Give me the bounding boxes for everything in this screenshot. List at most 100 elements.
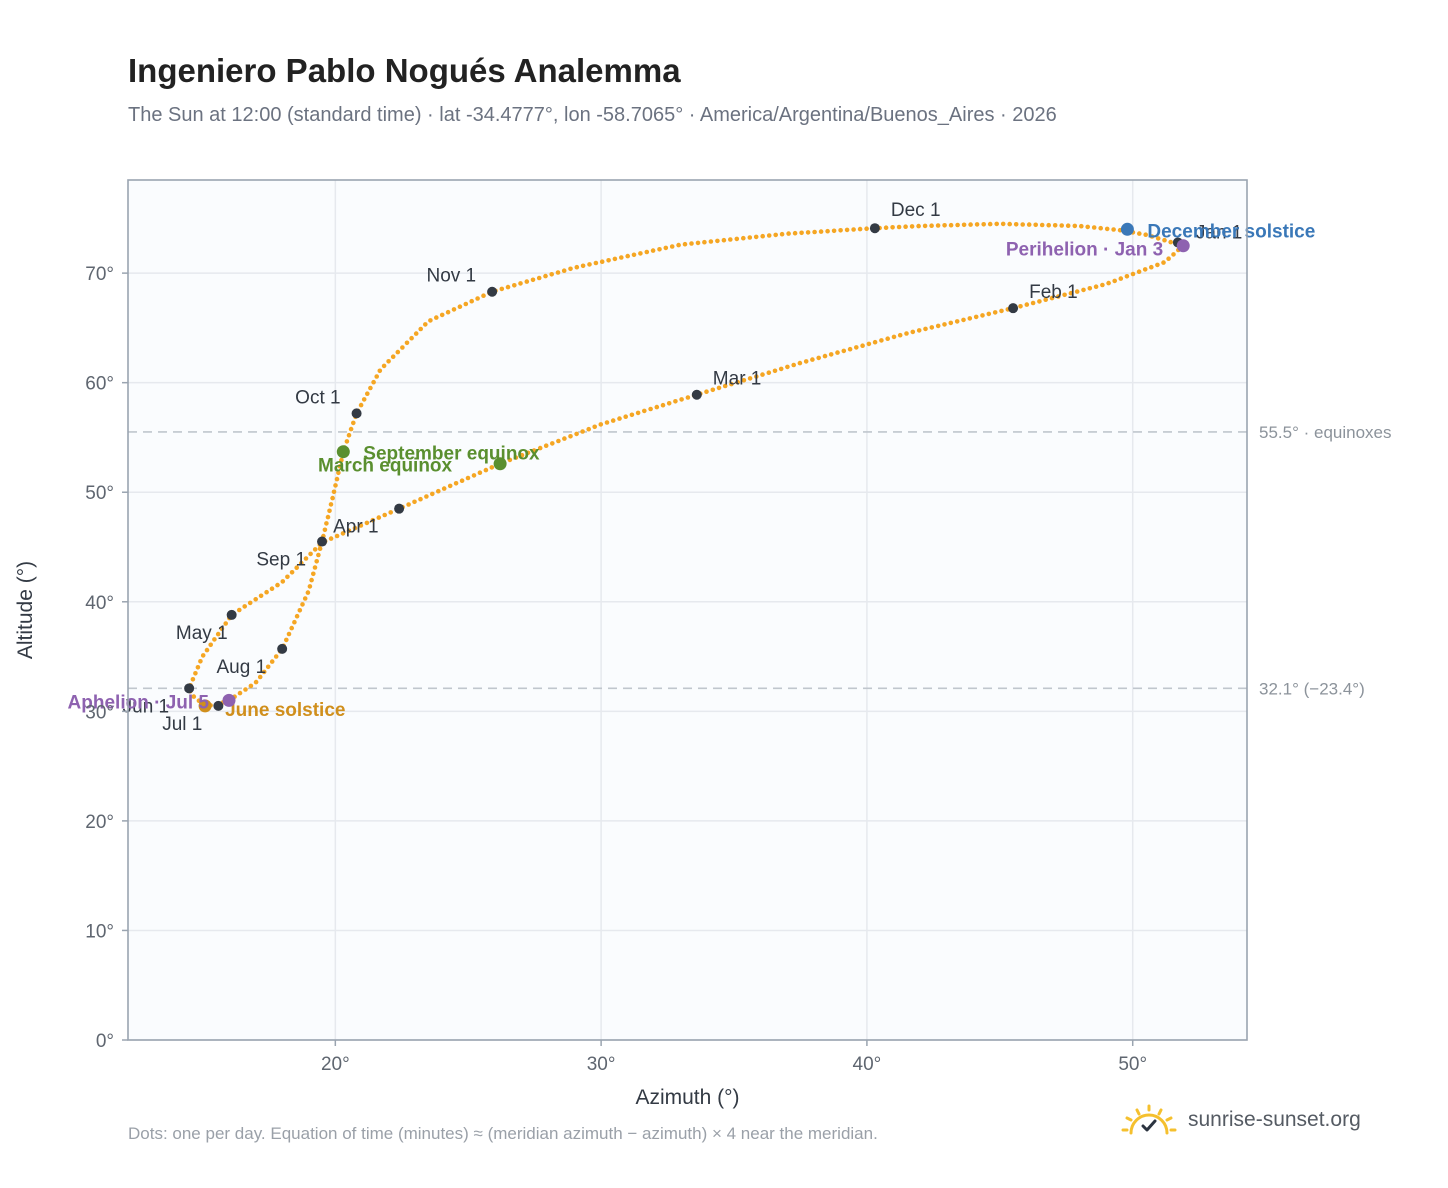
daily-sun-dot — [237, 607, 242, 613]
daily-sun-dot — [489, 465, 495, 470]
daily-sun-dot — [650, 248, 656, 253]
month-label: Jul 1 — [162, 714, 202, 735]
daily-sun-dot — [568, 434, 573, 439]
daily-sun-dot — [525, 450, 531, 456]
daily-sun-dot — [816, 355, 821, 361]
daily-sun-dot — [441, 486, 447, 491]
daily-sun-dot — [891, 334, 897, 340]
daily-sun-dot — [1171, 252, 1176, 257]
daily-sun-dot — [669, 244, 675, 249]
chart-title: Ingeniero Pablo Nogués Analemma — [128, 52, 681, 89]
daily-sun-dot — [838, 228, 843, 233]
daily-sun-dot — [215, 631, 221, 637]
daily-sun-dot — [253, 679, 259, 685]
daily-sun-dot — [644, 249, 650, 255]
daily-sun-dot — [648, 406, 653, 412]
daily-sun-dot — [451, 307, 457, 312]
daily-sun-dot — [243, 687, 248, 692]
daily-sun-dot — [1149, 234, 1155, 239]
daily-sun-dot — [923, 326, 928, 332]
daily-sun-dot — [825, 228, 830, 234]
daily-sun-dot — [351, 420, 356, 426]
daily-sun-dot — [792, 230, 798, 236]
daily-sun-dot — [434, 315, 439, 320]
daily-sun-dot — [328, 502, 334, 507]
daily-sun-dot — [333, 483, 338, 488]
daily-sun-dot — [477, 470, 483, 476]
y-tick-label: 50° — [85, 483, 114, 504]
month-marker — [869, 223, 880, 234]
daily-sun-dot — [866, 341, 872, 347]
daily-sun-dot — [754, 374, 759, 379]
daily-sun-dot — [708, 239, 714, 244]
daily-sun-dot — [810, 357, 815, 362]
event-label: June solstice — [225, 700, 345, 721]
daily-sun-dot — [1062, 292, 1067, 298]
daily-sun-dot — [948, 222, 954, 228]
daily-sun-dot — [348, 426, 354, 432]
daily-sun-dot — [1068, 290, 1074, 296]
daily-sun-dot — [929, 223, 934, 228]
daily-sun-dot — [285, 574, 290, 580]
daily-sun-dot — [885, 336, 890, 342]
daily-sun-dot — [300, 602, 305, 607]
daily-sun-dot — [760, 233, 765, 239]
daily-sun-dot — [864, 226, 869, 231]
daily-sun-dot — [797, 360, 803, 366]
daily-sun-dot — [835, 350, 840, 355]
daily-sun-dot — [828, 352, 834, 357]
daily-sun-dot — [316, 552, 321, 558]
daily-sun-dot — [264, 589, 269, 595]
daily-sun-dot — [331, 489, 337, 495]
daily-sun-dot — [1168, 239, 1173, 245]
daily-sun-dot — [580, 429, 585, 434]
event-label: September equinox — [363, 444, 540, 465]
daily-sun-dot — [219, 626, 225, 632]
daily-sun-dot — [922, 223, 928, 229]
daily-sun-dot — [791, 362, 796, 368]
daily-sun-dot — [459, 478, 465, 484]
daily-sun-dot — [556, 438, 561, 444]
brand-name: sunrise-sunset.org — [1188, 1108, 1361, 1131]
daily-sun-dot — [337, 464, 343, 469]
daily-sun-dot — [275, 582, 280, 588]
daily-sun-dot — [1137, 231, 1142, 236]
daily-sun-dot — [1052, 223, 1058, 228]
daily-sun-dot — [587, 262, 592, 267]
daily-sun-dot — [1112, 278, 1117, 284]
daily-sun-dot — [400, 345, 405, 350]
daily-sun-dot — [1081, 287, 1086, 293]
daily-sun-dot — [967, 316, 973, 321]
daily-sun-dot — [1074, 289, 1080, 294]
daily-sun-dot — [642, 408, 647, 414]
daily-sun-dot — [253, 597, 258, 602]
daily-sun-dot — [676, 242, 681, 248]
daily-sun-dot — [968, 222, 973, 227]
daily-sun-dot — [1039, 222, 1045, 228]
month-label: Jan 1 — [1196, 222, 1242, 243]
daily-sun-dot — [543, 273, 548, 279]
daily-sun-dot — [766, 233, 772, 238]
daily-sun-dot — [685, 395, 691, 400]
daily-sun-dot — [987, 221, 993, 227]
month-marker — [213, 700, 224, 711]
daily-sun-dot — [242, 604, 247, 609]
daily-sun-dot — [961, 317, 966, 323]
daily-sun-dot — [481, 293, 486, 299]
footnote: Dots: one per day. Equation of time (min… — [128, 1124, 878, 1143]
daily-sun-dot — [346, 432, 352, 438]
y-tick-label: 40° — [85, 593, 114, 614]
daily-sun-dot — [961, 222, 967, 228]
daily-sun-dot — [942, 322, 947, 327]
month-label: Dec 1 — [891, 200, 941, 221]
daily-sun-dot — [872, 339, 878, 345]
daily-sun-dot — [812, 229, 817, 235]
daily-sun-dot — [193, 671, 198, 676]
y-tick-label: 70° — [85, 264, 114, 285]
grid-layer — [128, 180, 1247, 1041]
daily-sun-dot — [377, 368, 383, 374]
daily-sun-dot — [428, 318, 433, 323]
daily-sun-dot — [716, 385, 722, 391]
daily-sun-dot — [1091, 225, 1097, 230]
daily-sun-dot — [1024, 302, 1030, 307]
